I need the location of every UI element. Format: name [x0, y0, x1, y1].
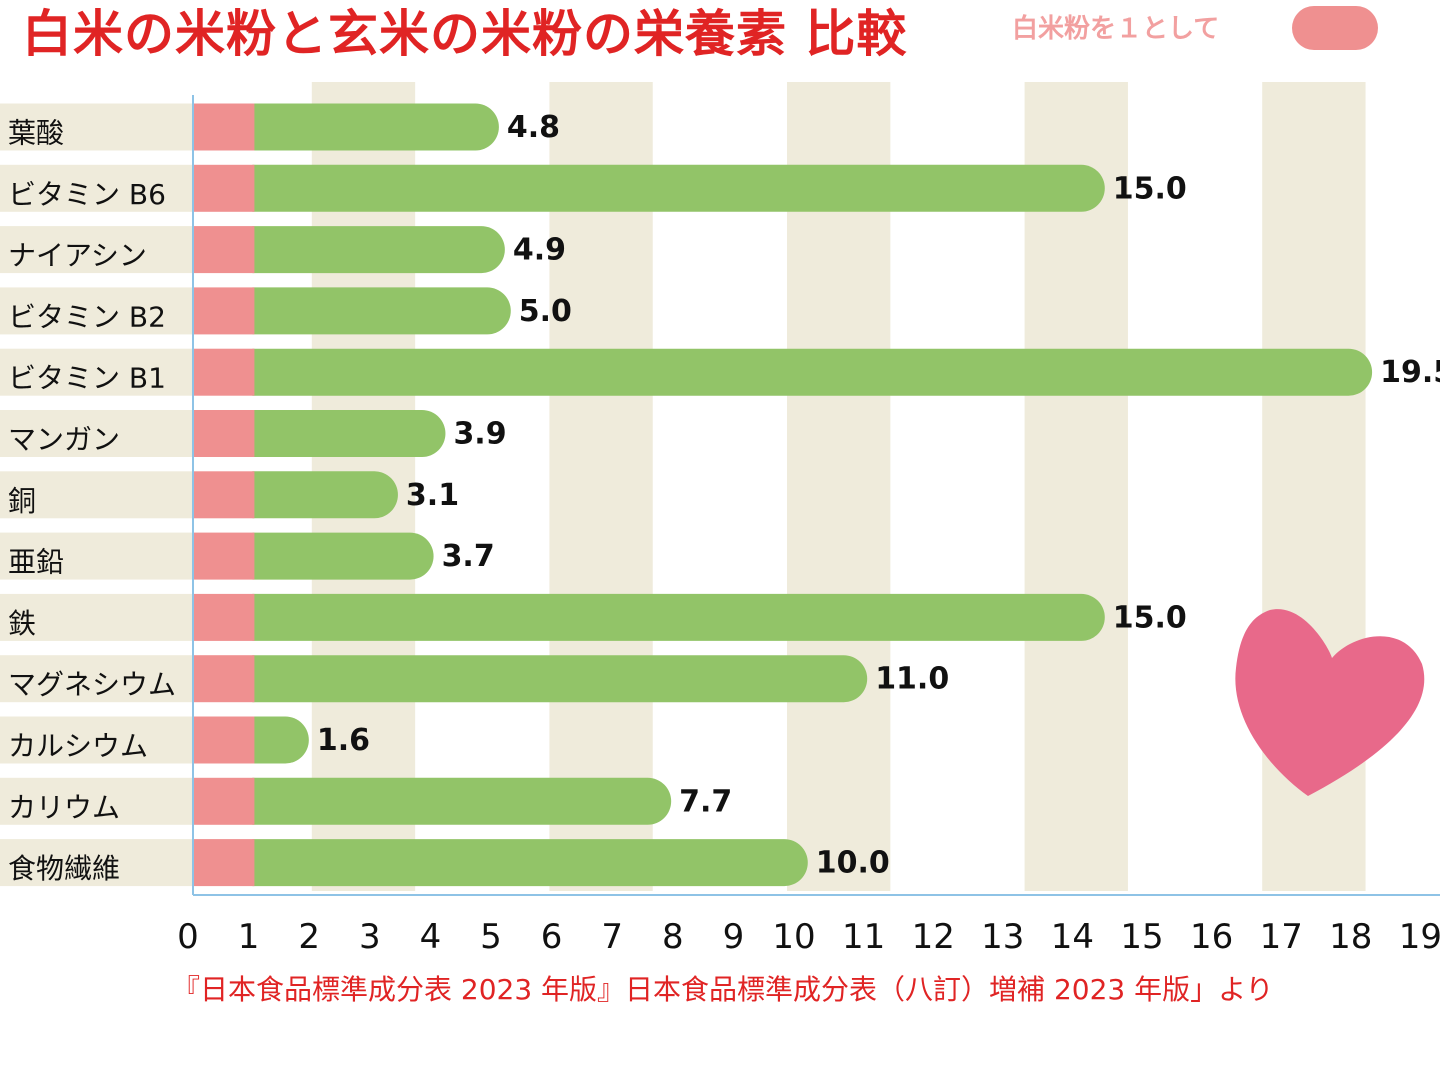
baseline-bar	[193, 471, 255, 519]
baseline-bar	[193, 593, 255, 641]
x-tick-label: 10	[772, 917, 815, 957]
data-label: 10.0	[816, 846, 890, 881]
source-note: 『日本食品標準成分表 2023 年版』日本食品標準成分表（八訂）増補 2023 …	[172, 973, 1274, 1006]
value-bar	[252, 655, 868, 703]
category-label-bg	[0, 103, 193, 151]
category-label: 銅	[8, 484, 36, 517]
data-label: 4.9	[513, 233, 566, 268]
category-label-bg	[0, 287, 193, 335]
value-bar	[252, 410, 446, 457]
baseline-bar	[193, 716, 255, 764]
value-bar	[252, 471, 398, 519]
baseline-bar	[193, 839, 255, 887]
baseline-bar	[193, 287, 255, 335]
data-label: 5.0	[519, 294, 572, 329]
x-tick-label: 14	[1051, 917, 1094, 957]
legend-swatch	[1292, 6, 1378, 50]
value-bar	[252, 839, 808, 887]
x-tick-label: 7	[601, 917, 623, 957]
x-tick-label: 13	[981, 917, 1024, 957]
data-label: 1.6	[317, 723, 370, 758]
category-label-bg	[0, 716, 193, 764]
category-label: 鉄	[8, 607, 36, 640]
category-label: 亜鉛	[8, 546, 64, 579]
baseline-bar	[193, 226, 255, 274]
category-label: カリウム	[8, 791, 120, 824]
x-tick-label: 5	[480, 917, 502, 957]
data-label: 15.0	[1113, 171, 1187, 206]
category-label: ビタミン B2	[8, 300, 166, 333]
category-label-bg	[0, 655, 193, 703]
x-tick-label: 3	[359, 917, 381, 957]
value-bar	[252, 777, 672, 825]
x-tick-label: 8	[662, 917, 684, 957]
category-label: 葉酸	[8, 117, 64, 150]
grid-band	[549, 82, 653, 891]
value-bar	[252, 593, 1105, 641]
baseline-bar	[193, 532, 255, 580]
x-tick-label: 16	[1190, 917, 1233, 957]
x-tick-label: 2	[298, 917, 320, 957]
heart-icon	[1235, 609, 1425, 796]
category-label-bg	[0, 532, 193, 580]
value-bar	[252, 348, 1373, 396]
grid-band	[787, 82, 891, 891]
data-label: 4.8	[507, 110, 560, 145]
baseline-bar	[193, 103, 255, 151]
data-label: 3.1	[406, 478, 459, 513]
baseline-bar	[193, 655, 255, 703]
category-label: 食物繊維	[8, 852, 120, 885]
category-label-bg	[0, 839, 193, 887]
category-label: カルシウム	[8, 730, 148, 763]
baseline-bar	[193, 410, 255, 457]
category-label: ビタミン B6	[8, 178, 166, 211]
data-label: 3.9	[453, 417, 506, 452]
baseline-bar	[193, 348, 255, 396]
baseline-bar	[193, 164, 255, 212]
category-label-bg	[0, 471, 193, 519]
value-bar	[252, 716, 309, 764]
category-label: ビタミン B1	[8, 362, 166, 395]
data-label: 7.7	[679, 784, 732, 819]
category-label: マグネシウム	[8, 668, 176, 701]
chart-title: 白米の米粉と玄米の米粉の栄養素 比較	[22, 5, 908, 63]
value-bar	[252, 287, 511, 335]
x-tick-label: 0	[177, 917, 199, 957]
x-tick-label: 19	[1399, 917, 1440, 957]
baseline-bar	[193, 777, 255, 825]
data-label: 15.0	[1113, 600, 1187, 635]
x-tick-label: 11	[842, 917, 885, 957]
x-tick-label: 15	[1120, 917, 1163, 957]
legend-label: 白米粉を１として	[1012, 14, 1220, 44]
value-bar	[252, 164, 1105, 212]
category-label-bg	[0, 593, 193, 641]
data-label: 11.0	[875, 662, 949, 697]
x-tick-label: 9	[723, 917, 745, 957]
x-tick-label: 6	[541, 917, 563, 957]
category-label: マンガン	[8, 423, 120, 456]
x-tick-label: 4	[420, 917, 442, 957]
category-label-bg	[0, 164, 193, 212]
x-tick-label: 17	[1260, 917, 1303, 957]
data-label: 3.7	[442, 539, 495, 574]
x-tick-label: 18	[1329, 917, 1372, 957]
value-bar	[252, 532, 434, 580]
category-label-bg	[0, 777, 193, 825]
value-bar	[252, 226, 505, 274]
x-tick-label: 12	[912, 917, 955, 957]
data-label: 19.5	[1380, 355, 1440, 390]
category-label: ナイアシン	[8, 239, 147, 272]
category-label-bg	[0, 348, 193, 396]
grid-band	[1024, 82, 1128, 891]
value-bar	[252, 103, 499, 151]
category-label-bg	[0, 226, 193, 274]
x-tick-label: 1	[238, 917, 260, 957]
category-label-bg	[0, 410, 193, 457]
